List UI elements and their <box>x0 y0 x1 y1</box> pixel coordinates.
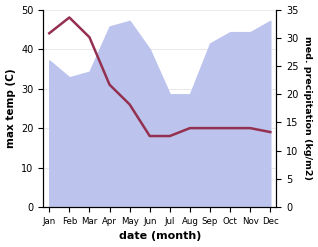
Y-axis label: max temp (C): max temp (C) <box>5 69 16 148</box>
Y-axis label: med. precipitation (kg/m2): med. precipitation (kg/m2) <box>303 36 313 180</box>
X-axis label: date (month): date (month) <box>119 231 201 242</box>
